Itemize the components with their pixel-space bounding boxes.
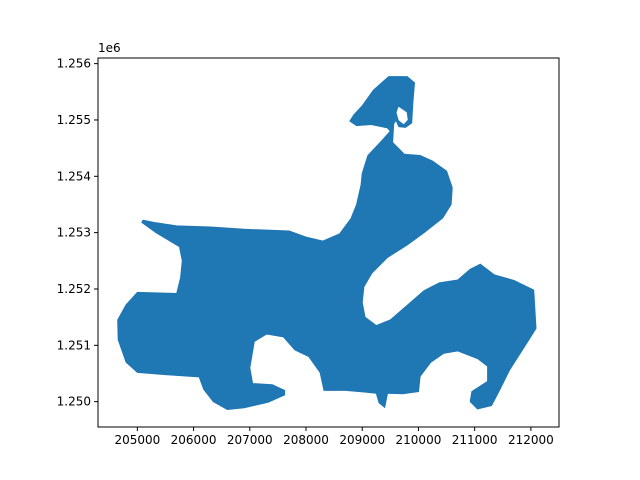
y-tick-label: 1.254 bbox=[57, 169, 91, 183]
filled-region bbox=[117, 76, 537, 411]
x-axis: 205000 206000 207000 208000 209000 210000 2110… bbox=[114, 427, 554, 447]
axes-frame bbox=[97, 57, 560, 428]
plot-area bbox=[117, 76, 537, 411]
x-tick-label: 205000 bbox=[114, 433, 160, 447]
x-tick-label: 208000 bbox=[283, 433, 329, 447]
y-tick-label: 1.250 bbox=[57, 395, 91, 409]
y-axis: 1.250 1.251 1.252 1.253 1.254 1.255 1.256 bbox=[57, 57, 98, 409]
x-tick-label: 210000 bbox=[396, 433, 442, 447]
y-offset-label: 1e6 bbox=[98, 41, 121, 55]
x-tick-label: 209000 bbox=[339, 433, 385, 447]
x-tick-label: 207000 bbox=[227, 433, 273, 447]
y-tick-label: 1.251 bbox=[57, 338, 91, 352]
x-tick-label: 206000 bbox=[171, 433, 217, 447]
y-tick-label: 1.256 bbox=[57, 57, 91, 71]
x-tick-label: 211000 bbox=[452, 433, 498, 447]
x-tick-label: 212000 bbox=[508, 433, 554, 447]
y-tick-label: 1.252 bbox=[57, 282, 91, 296]
y-tick-label: 1.253 bbox=[57, 226, 91, 240]
y-tick-label: 1.255 bbox=[57, 113, 91, 127]
